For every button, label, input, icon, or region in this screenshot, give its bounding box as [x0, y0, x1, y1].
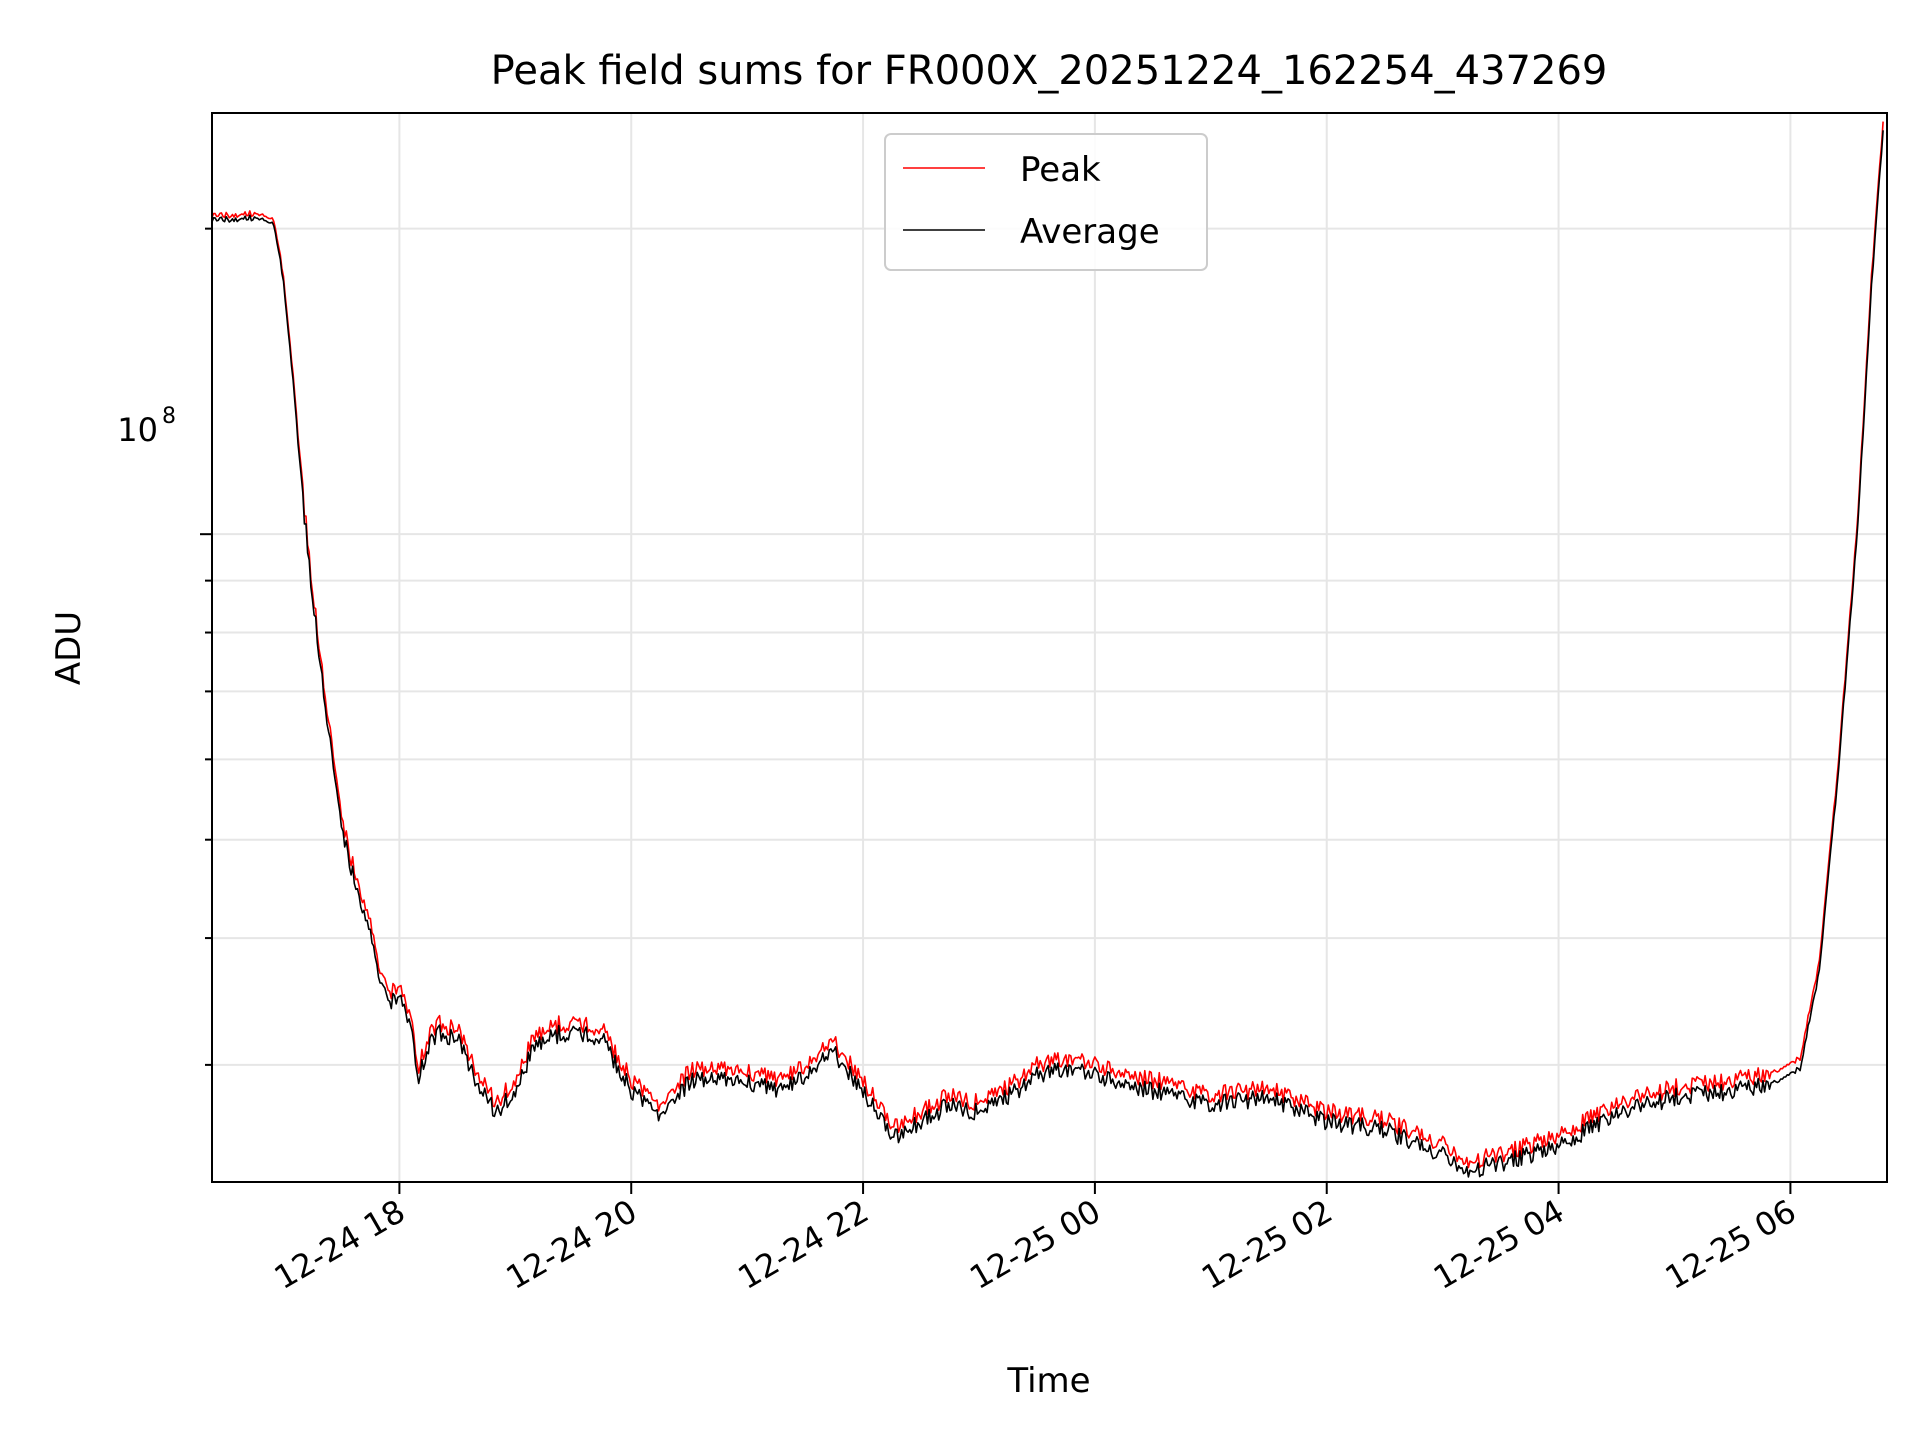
y-tick-label-base: 10 — [117, 411, 158, 449]
y-tick-label: 10 8 — [117, 404, 176, 449]
plot-frame — [211, 112, 1888, 1183]
series-lines — [212, 121, 1884, 1178]
legend: Peak Average — [884, 133, 1208, 271]
y-tick-label-exponent: 8 — [162, 404, 176, 429]
legend-label-average: Average — [1020, 212, 1160, 252]
legend-label-peak: Peak — [1020, 150, 1101, 190]
axis-ticks — [200, 227, 1792, 1194]
y-axis-label: ADU — [49, 611, 89, 685]
grid — [212, 113, 1887, 1182]
series-line-peak — [212, 121, 1884, 1169]
x-axis-label: Time — [1006, 1361, 1090, 1401]
chart-title: Peak field sums for FR000X_20251224_1622… — [491, 48, 1608, 94]
series-line-average — [212, 130, 1884, 1178]
